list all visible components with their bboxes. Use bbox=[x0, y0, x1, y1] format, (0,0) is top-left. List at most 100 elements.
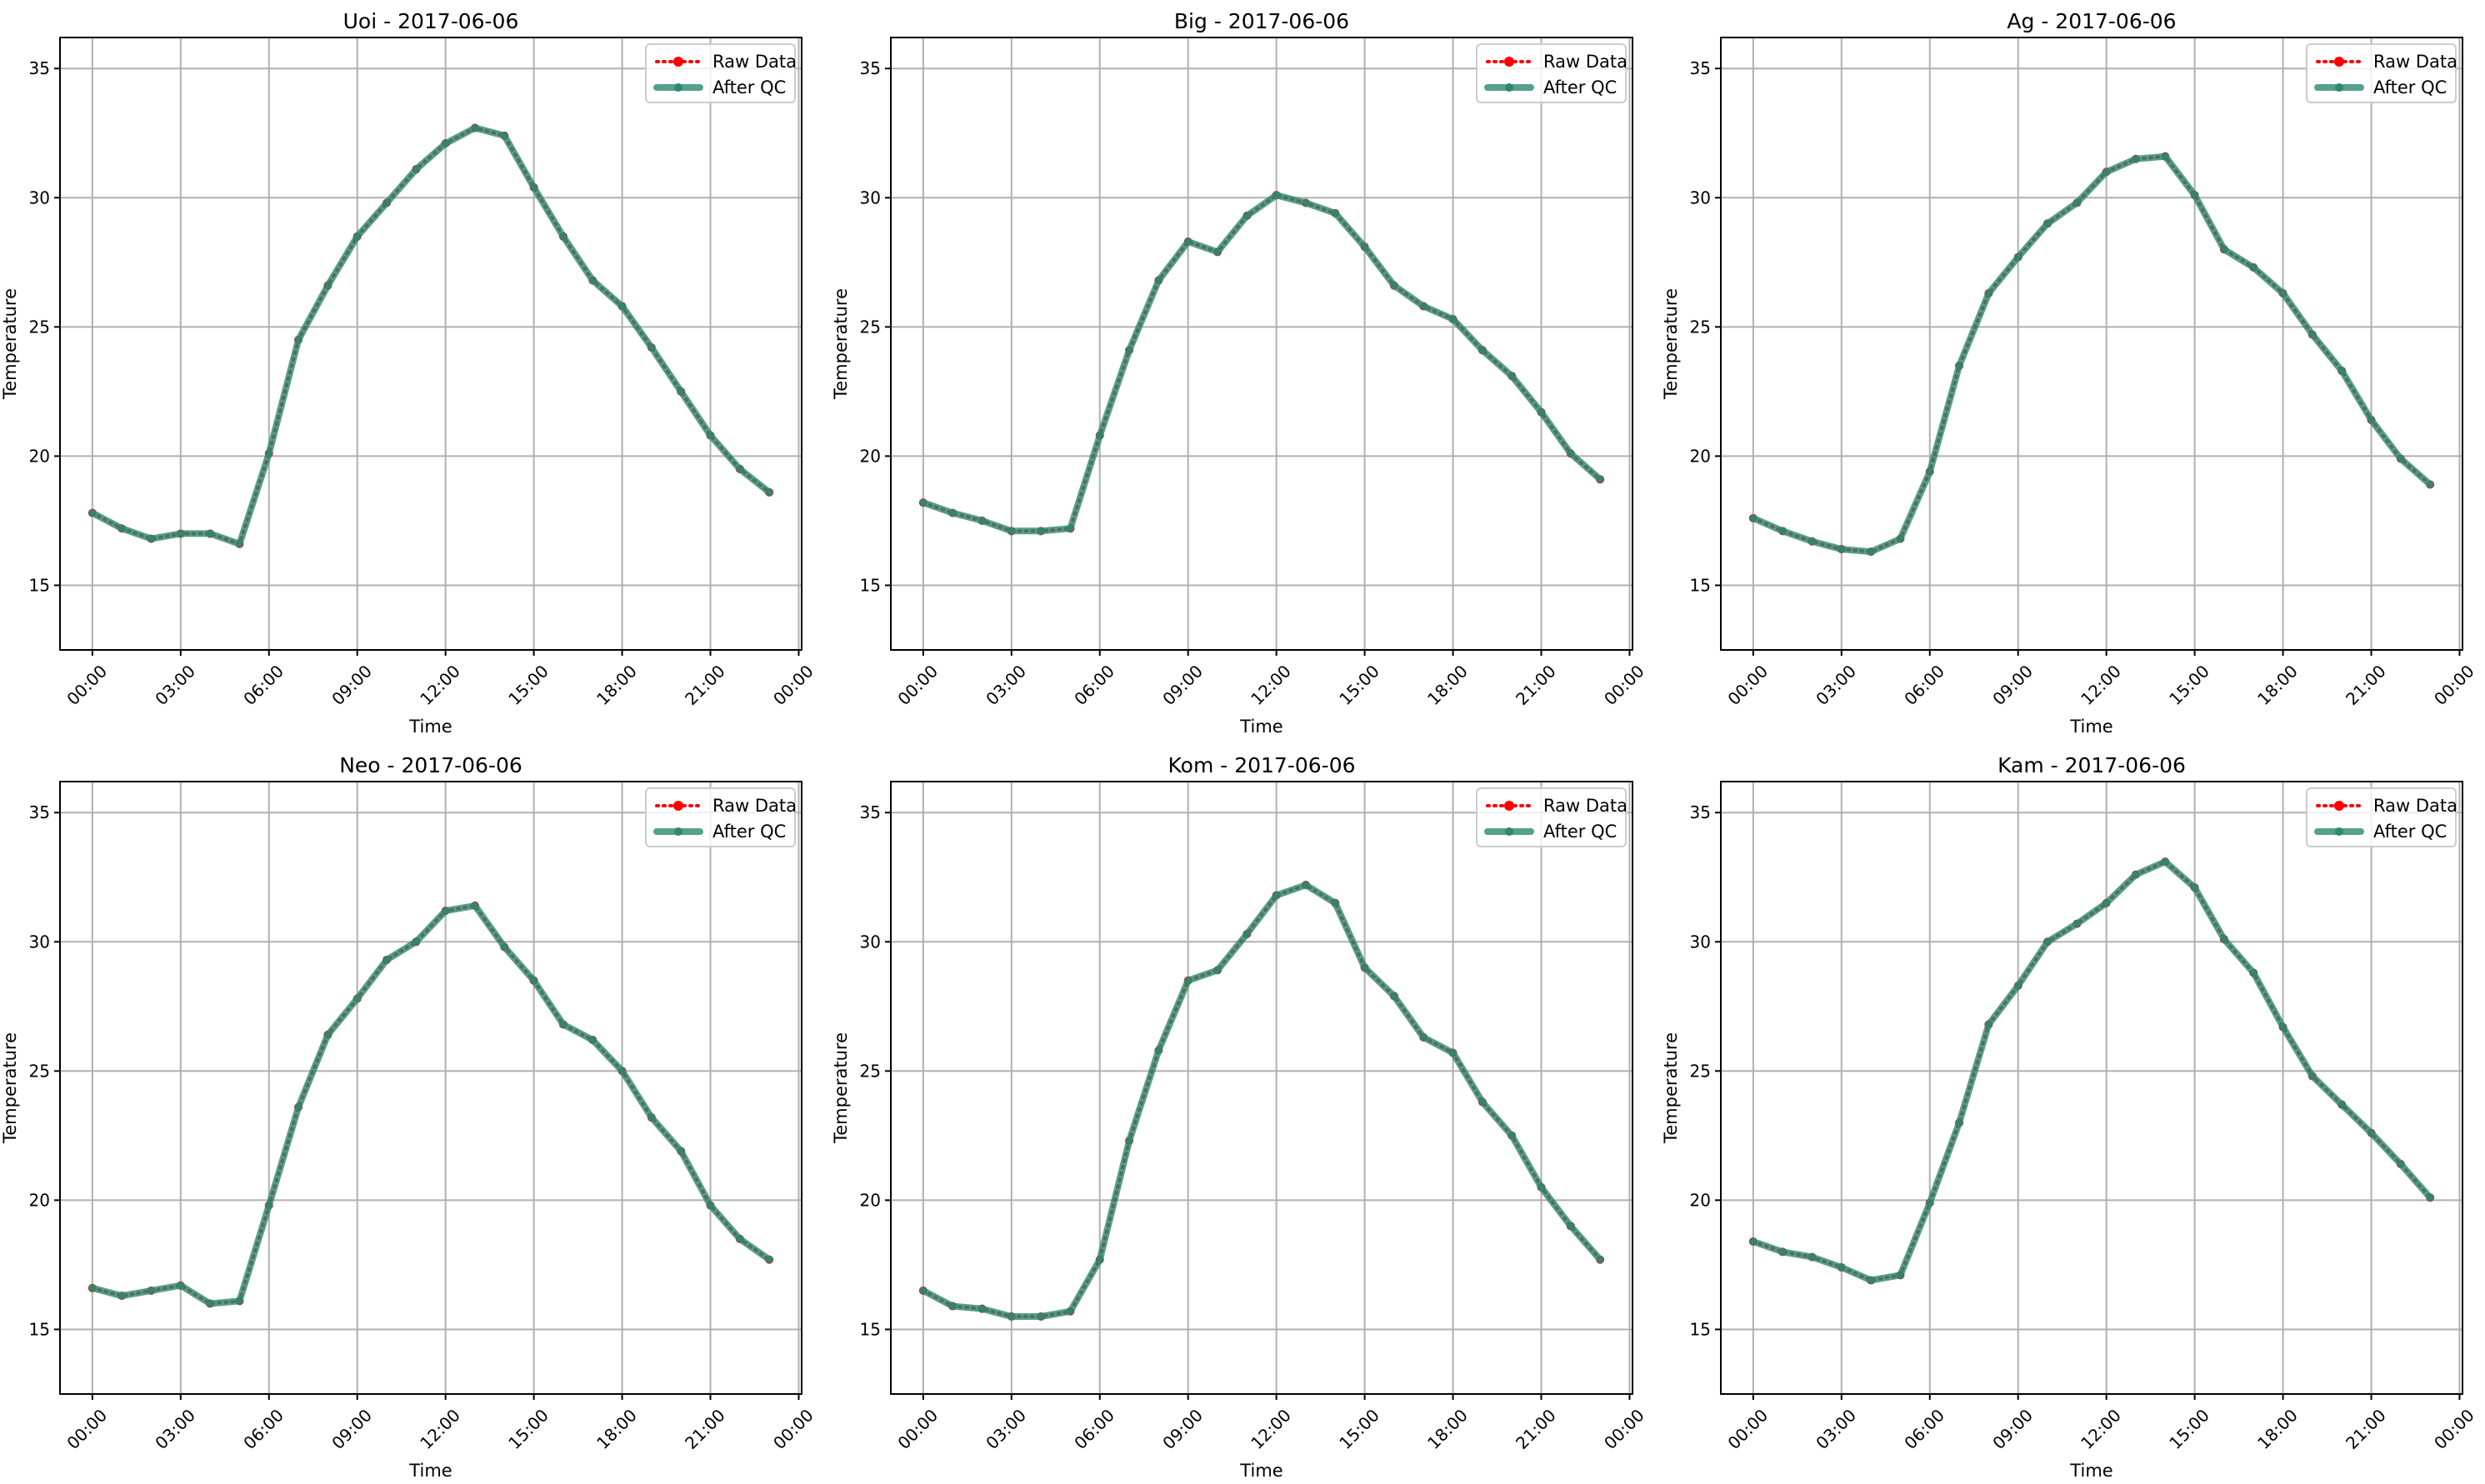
x-tick-label: 03:00 bbox=[982, 1405, 1030, 1453]
after-qc-point bbox=[1984, 289, 1992, 297]
after-qc-point bbox=[2161, 857, 2169, 866]
after-qc-point bbox=[1778, 1247, 1787, 1256]
legend-raw-label: Raw Data bbox=[1543, 796, 1628, 816]
legend: Raw Data After QC bbox=[2306, 787, 2458, 847]
after-qc-point bbox=[1838, 545, 1846, 553]
legend-qc-label: After QC bbox=[1543, 822, 1617, 842]
legend-raw-label: Raw Data bbox=[2373, 796, 2458, 816]
after-qc-point bbox=[1154, 1047, 1162, 1055]
after-qc-point bbox=[1896, 535, 1904, 543]
after-qc-point bbox=[2102, 899, 2111, 907]
y-axis-label: Temperature bbox=[831, 1032, 851, 1144]
after-qc-point bbox=[588, 277, 597, 285]
y-tick-label: 35 bbox=[860, 802, 881, 822]
y-tick-label: 35 bbox=[29, 802, 50, 822]
after-qc-point bbox=[1272, 891, 1281, 899]
after-qc-point bbox=[353, 232, 362, 241]
legend-qc-label: After QC bbox=[2373, 77, 2447, 97]
x-tick-label: 06:00 bbox=[1070, 1405, 1118, 1453]
x-tick-label: 00:00 bbox=[2430, 661, 2478, 709]
y-tick-label: 25 bbox=[29, 317, 50, 337]
chart-title: Uoi - 2017-06-06 bbox=[343, 9, 519, 33]
y-tick-label: 30 bbox=[29, 187, 50, 207]
x-tick-label: 09:00 bbox=[1988, 661, 2037, 709]
after-qc-point bbox=[1390, 282, 1398, 290]
after-qc-point bbox=[177, 1282, 185, 1290]
after-qc-point bbox=[294, 336, 302, 344]
after-qc-point bbox=[677, 387, 685, 396]
x-tick-label: 09:00 bbox=[1988, 1405, 2037, 1453]
after-qc-point bbox=[1749, 514, 1758, 522]
x-tick-label: 00:00 bbox=[769, 661, 818, 709]
after-qc-point bbox=[1125, 1137, 1133, 1145]
grid bbox=[1721, 782, 2462, 1394]
after-qc-point bbox=[1449, 1049, 1458, 1057]
legend-raw-label: Raw Data bbox=[1543, 52, 1628, 72]
after-qc-point bbox=[442, 907, 450, 915]
raw-data-line bbox=[921, 882, 1602, 1318]
y-tick-label: 20 bbox=[1690, 1190, 1711, 1210]
legend-qc-label: After QC bbox=[712, 77, 786, 97]
axes-frame bbox=[1720, 37, 2463, 651]
x-tick-label: 15:00 bbox=[2165, 661, 2213, 709]
after-qc-point bbox=[2368, 416, 2376, 424]
y-axis-label: Temperature bbox=[1661, 288, 1681, 400]
y-tick-label: 30 bbox=[29, 932, 50, 952]
after-qc-point bbox=[235, 540, 243, 548]
after-qc-point bbox=[765, 1256, 773, 1264]
x-tick-label: 12:00 bbox=[416, 1405, 464, 1453]
after-qc-point bbox=[1242, 212, 1251, 220]
after-qc-point bbox=[1154, 277, 1162, 285]
after-qc-point bbox=[1808, 537, 1816, 546]
legend-raw-marker bbox=[1504, 801, 1514, 811]
y-tick-label: 20 bbox=[29, 1190, 50, 1210]
x-tick-label: 12:00 bbox=[416, 661, 464, 709]
x-axis-label: Time bbox=[1239, 1461, 1282, 1481]
after-qc-line bbox=[919, 882, 1604, 1320]
after-qc-point bbox=[1567, 449, 1575, 457]
legend-qc-marker bbox=[2335, 83, 2343, 92]
after-qc-point bbox=[1302, 198, 1310, 207]
x-tick-label: 03:00 bbox=[151, 1405, 199, 1453]
after-qc-point bbox=[412, 937, 420, 946]
after-qc-point bbox=[1361, 963, 1369, 972]
after-qc-point bbox=[765, 488, 773, 497]
legend-qc-label: After QC bbox=[2373, 822, 2447, 842]
x-tick-label: 12:00 bbox=[2077, 661, 2125, 709]
legend: Raw Data After QC bbox=[645, 787, 797, 847]
after-qc-point bbox=[265, 1202, 273, 1210]
y-tick-label: 15 bbox=[1690, 575, 1711, 595]
x-tick-label: 21:00 bbox=[1512, 1405, 1560, 1453]
x-tick-label: 18:00 bbox=[592, 1405, 641, 1453]
after-qc-point bbox=[471, 902, 479, 910]
chart-title: Kam - 2017-06-06 bbox=[1998, 753, 2186, 777]
legend-qc-marker bbox=[674, 827, 682, 836]
after-qc-point bbox=[206, 1299, 214, 1307]
legend: Raw Data After QC bbox=[1476, 787, 1628, 847]
after-qc-point bbox=[1184, 977, 1192, 985]
x-tick-label: 18:00 bbox=[1423, 1405, 1472, 1453]
after-qc-point bbox=[948, 509, 957, 517]
after-qc-point bbox=[707, 1202, 715, 1210]
chart-title: Neo - 2017-06-06 bbox=[339, 753, 522, 777]
after-qc-point bbox=[2279, 289, 2288, 297]
x-tick-label: 09:00 bbox=[1158, 661, 1207, 709]
y-tick-label: 15 bbox=[1690, 1319, 1711, 1339]
y-tick-label: 30 bbox=[1690, 187, 1711, 207]
axes-frame bbox=[59, 781, 802, 1395]
legend-raw-label: Raw Data bbox=[2373, 52, 2458, 72]
y-tick-label: 20 bbox=[29, 446, 50, 466]
after-qc-point bbox=[382, 198, 391, 207]
x-tick-label: 00:00 bbox=[1723, 1405, 1772, 1453]
subplot-1: 15 20 25 30 35 00:00 03:00 06:00 09:00 12:00 15:00… bbox=[0, 9, 818, 737]
x-tick-label: 12:00 bbox=[1247, 661, 1295, 709]
after-qc-point bbox=[1096, 1256, 1104, 1264]
subplot-3: 15 20 25 30 35 00:00 03:00 06:00 09:00 12:00 15:00… bbox=[1661, 9, 2478, 737]
legend-raw-marker bbox=[2334, 57, 2344, 67]
after-qc-point bbox=[1213, 966, 1222, 974]
after-qc-point bbox=[1125, 346, 1133, 354]
x-tick-label: 18:00 bbox=[1423, 661, 1472, 709]
legend: Raw Data After QC bbox=[645, 43, 797, 103]
x-tick-label: 06:00 bbox=[1900, 661, 1948, 709]
